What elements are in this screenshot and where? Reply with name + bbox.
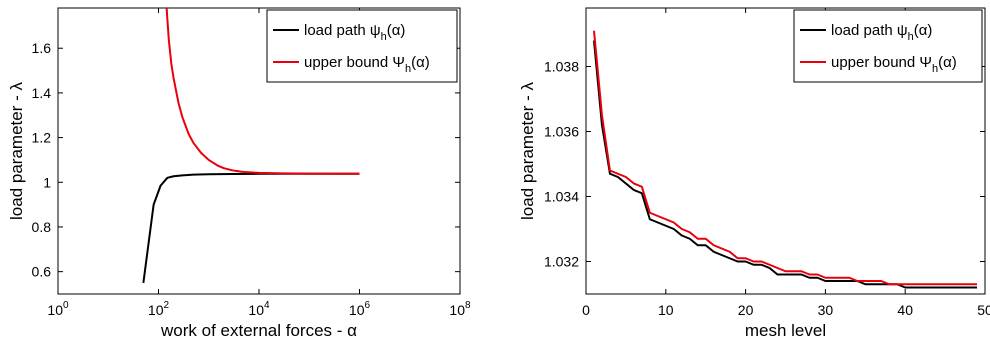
legend-entry: upper bound Ψh(α) bbox=[831, 54, 957, 75]
x-tick-label: 102 bbox=[148, 300, 170, 318]
legend-entry: upper bound Ψh(α) bbox=[304, 54, 430, 75]
x-tick-label: 108 bbox=[449, 300, 471, 318]
y-axis-label: load parameter - λ bbox=[518, 82, 537, 220]
legend-entry: load path ψh(α) bbox=[831, 22, 932, 43]
legend-box bbox=[793, 9, 983, 83]
legend-entry: load path ψh(α) bbox=[304, 22, 405, 43]
legend-box bbox=[266, 9, 458, 83]
y-tick-label: 1 bbox=[43, 174, 51, 190]
x-tick-label: 10 bbox=[658, 302, 674, 318]
series-line-load-path bbox=[142, 172, 360, 283]
x-tick-label: 50 bbox=[977, 302, 990, 318]
y-tick-label: 1.4 bbox=[32, 85, 52, 101]
x-tick-label: 106 bbox=[349, 300, 371, 318]
plot-frame bbox=[585, 7, 986, 295]
series-line-upper-bound bbox=[592, 30, 978, 286]
x-axis-label: mesh level bbox=[745, 321, 826, 340]
y-tick-label: 1.032 bbox=[544, 254, 579, 270]
x-tick-label: 30 bbox=[818, 302, 834, 318]
y-axis-label: load parameter - λ bbox=[7, 82, 26, 220]
y-tick-label: 1.2 bbox=[32, 130, 52, 146]
y-tick-label: 0.8 bbox=[32, 219, 52, 235]
x-tick-label: 100 bbox=[47, 300, 69, 318]
y-tick-label: 1.6 bbox=[32, 40, 52, 56]
series-line-upper-bound bbox=[165, 8, 360, 175]
x-tick-label: 20 bbox=[738, 302, 754, 318]
y-tick-label: 0.6 bbox=[32, 264, 52, 280]
x-tick-label: 0 bbox=[582, 302, 590, 318]
series-line-load-path bbox=[592, 40, 978, 289]
chart-panel-1: 100 102 104 106 108 0.6 0.8 1 1.2 1.4 1.6 work of e… bbox=[7, 7, 471, 340]
x-axis-label: work of external forces - α bbox=[160, 321, 357, 340]
x-tick-label: 104 bbox=[248, 300, 270, 318]
chart-panel-2: 0 10 20 30 40 50 1.032 1.034 1.036 1.038 mesh leve… bbox=[518, 7, 990, 340]
y-tick-label: 1.036 bbox=[544, 124, 579, 140]
x-tick-label: 40 bbox=[897, 302, 913, 318]
y-tick-label: 1.034 bbox=[544, 189, 579, 205]
y-tick-label: 1.038 bbox=[544, 59, 579, 75]
